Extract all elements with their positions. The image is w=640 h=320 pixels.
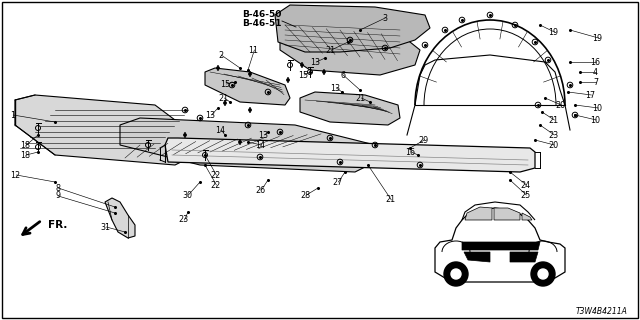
Circle shape [531, 262, 555, 286]
Text: 4: 4 [593, 68, 598, 76]
Text: 27: 27 [332, 178, 342, 187]
Text: 10: 10 [592, 103, 602, 113]
Polygon shape [435, 208, 565, 282]
Text: 3: 3 [382, 13, 387, 22]
Text: 12: 12 [10, 171, 20, 180]
Text: 16: 16 [405, 148, 415, 156]
Polygon shape [522, 213, 532, 220]
Text: 21: 21 [385, 196, 395, 204]
Polygon shape [494, 208, 520, 220]
Polygon shape [462, 242, 540, 250]
Polygon shape [465, 207, 492, 220]
Text: 14: 14 [215, 125, 225, 134]
Text: 2: 2 [218, 51, 223, 60]
Circle shape [451, 269, 461, 279]
Polygon shape [15, 95, 195, 165]
Polygon shape [275, 5, 430, 52]
Text: B-46-50: B-46-50 [243, 10, 282, 19]
Text: 25: 25 [520, 190, 531, 199]
Circle shape [538, 269, 548, 279]
Polygon shape [286, 77, 290, 83]
Polygon shape [223, 100, 227, 106]
Polygon shape [120, 118, 375, 172]
Text: 13: 13 [258, 131, 268, 140]
Text: 10: 10 [590, 116, 600, 124]
Polygon shape [183, 132, 187, 138]
Text: 6: 6 [340, 70, 345, 79]
Polygon shape [165, 138, 535, 172]
Text: 21: 21 [325, 45, 335, 54]
Text: 22: 22 [210, 171, 220, 180]
Text: 21: 21 [218, 93, 228, 102]
Circle shape [444, 262, 468, 286]
Polygon shape [205, 68, 290, 105]
Polygon shape [248, 107, 252, 113]
Polygon shape [300, 92, 400, 125]
Text: 23: 23 [178, 215, 188, 225]
Text: 13: 13 [205, 110, 215, 119]
Text: 29: 29 [418, 135, 428, 145]
Polygon shape [300, 62, 304, 68]
Text: 13: 13 [310, 58, 320, 67]
Text: 1: 1 [10, 110, 15, 119]
Polygon shape [248, 71, 252, 77]
Text: 15: 15 [220, 79, 230, 89]
Text: 19: 19 [548, 28, 558, 36]
Text: 14: 14 [255, 140, 265, 149]
Text: 26: 26 [255, 186, 265, 195]
Polygon shape [464, 252, 490, 262]
Polygon shape [323, 69, 326, 75]
Text: 8: 8 [55, 183, 60, 193]
Text: 24: 24 [520, 180, 530, 189]
Text: 31: 31 [100, 222, 110, 231]
Text: 15: 15 [298, 70, 308, 79]
Text: 17: 17 [585, 91, 595, 100]
Text: 21: 21 [355, 93, 365, 102]
Polygon shape [238, 139, 242, 145]
Polygon shape [280, 20, 420, 75]
Text: T3W4B4211A: T3W4B4211A [576, 308, 628, 316]
Text: 23: 23 [548, 131, 558, 140]
Text: FR.: FR. [48, 220, 67, 230]
Polygon shape [216, 65, 220, 71]
Text: 20: 20 [555, 100, 565, 109]
Text: 19: 19 [592, 34, 602, 43]
Text: 11: 11 [248, 45, 258, 54]
Text: 9: 9 [55, 191, 60, 201]
Text: 7: 7 [593, 77, 598, 86]
Text: 13: 13 [330, 84, 340, 92]
Text: B-46-51: B-46-51 [243, 19, 282, 28]
Text: 28: 28 [300, 190, 310, 199]
Text: 18: 18 [20, 150, 30, 159]
Polygon shape [510, 252, 538, 262]
Text: 18: 18 [20, 140, 30, 149]
Text: 20: 20 [548, 140, 558, 149]
Text: 21: 21 [548, 116, 558, 124]
Text: 22: 22 [210, 180, 220, 189]
Text: 16: 16 [590, 58, 600, 67]
Polygon shape [105, 198, 135, 238]
Text: 30: 30 [182, 190, 192, 199]
